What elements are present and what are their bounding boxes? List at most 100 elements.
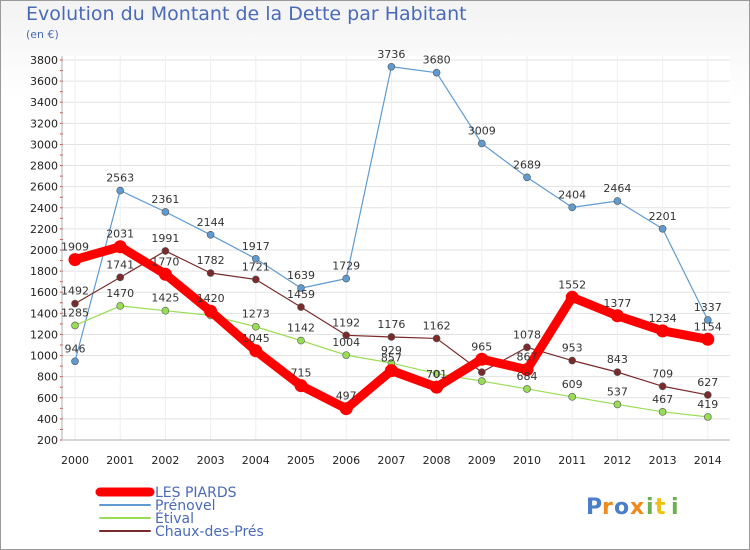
logo-letter: P [586, 495, 602, 520]
data-label: 843 [607, 353, 628, 366]
y-tick-label: 3400 [30, 96, 58, 109]
data-point [116, 186, 124, 195]
chart-subtitle: (en €) [26, 28, 59, 41]
data-label: 1782 [197, 254, 225, 267]
data-point [703, 413, 712, 421]
x-tick-label: 2008 [423, 454, 451, 467]
data-point [523, 343, 531, 352]
data-point [342, 331, 351, 340]
data-point [206, 269, 215, 277]
data-point [656, 324, 670, 338]
data-label: 1459 [287, 288, 315, 301]
data-point [475, 352, 489, 366]
data-label: 2031 [106, 228, 134, 241]
data-label: 1721 [242, 260, 270, 273]
x-tick-label: 2009 [468, 454, 496, 467]
y-tick-label: 3600 [30, 75, 58, 88]
chart-title: Evolution du Montant de la Dette par Hab… [26, 3, 467, 25]
data-point [430, 380, 444, 394]
x-tick-label: 2006 [332, 454, 360, 467]
data-point [523, 173, 531, 182]
data-label: 1741 [106, 258, 134, 271]
legend-label-1: Prénovel [155, 498, 215, 514]
data-point [252, 275, 260, 284]
x-tick-label: 2011 [558, 454, 586, 467]
data-point [477, 139, 486, 148]
data-point [206, 231, 215, 239]
logo-letter: r [602, 495, 613, 520]
data-label: 1162 [423, 319, 451, 332]
data-label: 1991 [151, 232, 179, 245]
data-point [432, 334, 441, 343]
data-label: 709 [652, 367, 673, 380]
data-point [161, 247, 170, 255]
data-label: 1917 [242, 240, 270, 253]
data-label: 684 [517, 370, 538, 383]
y-tick-label: 3000 [30, 138, 58, 151]
data-label: 1729 [332, 260, 360, 273]
data-label: 1285 [61, 306, 89, 319]
data-point [520, 363, 534, 377]
data-label: 701 [426, 368, 447, 381]
data-label: 1273 [242, 308, 270, 321]
legend-label-0: LES PIARDS [155, 485, 237, 501]
x-tick-label: 2014 [694, 454, 722, 467]
data-point [565, 290, 579, 304]
data-label: 627 [697, 376, 718, 389]
data-point [113, 240, 127, 254]
data-point [116, 273, 124, 282]
data-label: 467 [652, 393, 673, 406]
data-point [161, 208, 170, 216]
data-point [297, 303, 305, 311]
data-label: 857 [381, 352, 402, 365]
data-label: 419 [697, 398, 718, 411]
data-point [161, 306, 170, 315]
y-tick-label: 1200 [30, 328, 58, 341]
data-point [613, 400, 622, 409]
data-point [523, 385, 531, 393]
data-point [387, 62, 396, 71]
x-tick-label: 2003 [197, 454, 225, 467]
data-point [342, 274, 351, 283]
data-point [158, 267, 172, 281]
data-point [658, 224, 667, 233]
data-label: 715 [291, 367, 312, 380]
data-label: 1420 [197, 292, 225, 305]
data-point [297, 284, 305, 292]
data-label: 1425 [151, 292, 179, 305]
data-label: 1154 [694, 320, 722, 333]
data-label: 2689 [513, 158, 541, 171]
y-tick-label: 3800 [30, 54, 58, 67]
logo-letter: x [630, 495, 644, 520]
data-label: 3009 [468, 124, 496, 137]
y-tick-label: 2200 [30, 223, 58, 236]
data-point [384, 364, 398, 378]
data-label: 2144 [197, 216, 225, 229]
data-label: 953 [562, 342, 583, 355]
data-point [701, 332, 715, 346]
data-point [297, 336, 305, 345]
y-tick-label: 1000 [30, 350, 58, 363]
data-label: 1004 [332, 336, 360, 349]
data-point [71, 321, 79, 330]
data-point [568, 393, 577, 401]
data-point [568, 203, 577, 212]
x-tick-label: 2005 [287, 454, 315, 467]
x-tick-label: 2010 [513, 454, 541, 467]
data-point [71, 357, 79, 366]
data-point [387, 333, 396, 341]
data-point [610, 309, 624, 323]
plot-area [62, 56, 730, 440]
data-label: 965 [471, 340, 492, 353]
x-tick-label: 2013 [649, 454, 677, 467]
y-tick-label: 800 [37, 371, 58, 384]
y-tick-label: 600 [37, 392, 58, 405]
data-label: 946 [65, 342, 86, 355]
data-label: 537 [607, 385, 628, 398]
data-label: 1770 [151, 255, 179, 268]
y-tick-label: 1800 [30, 265, 58, 278]
data-label: 1909 [61, 241, 89, 254]
data-point [116, 302, 124, 310]
